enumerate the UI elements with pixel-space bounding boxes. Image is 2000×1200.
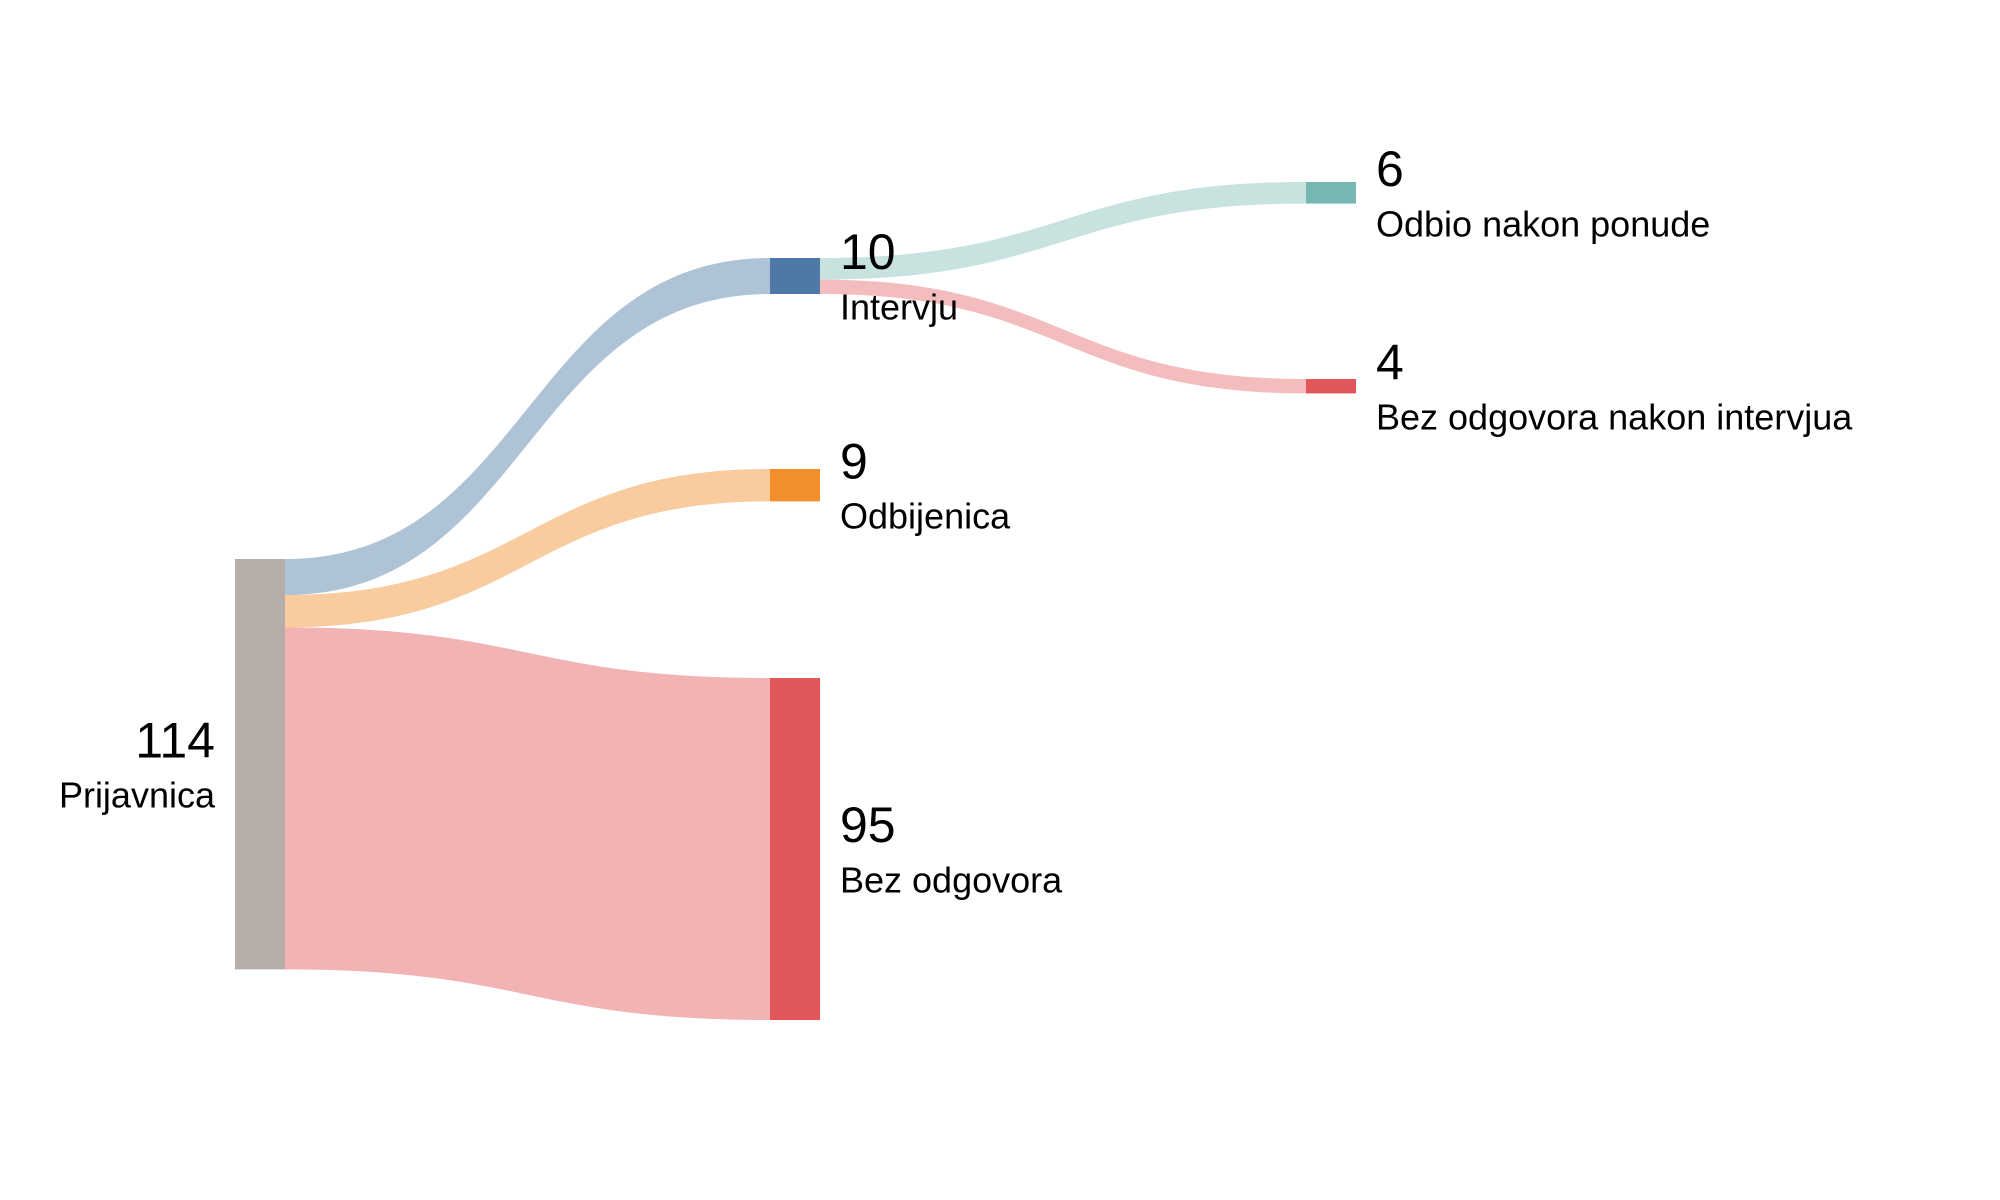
link — [285, 469, 770, 628]
node — [770, 258, 820, 294]
node — [1306, 379, 1356, 394]
node — [770, 469, 820, 502]
node-label: Odbio nakon ponude — [1376, 203, 1710, 244]
node-label: Prijavnica — [59, 775, 216, 816]
link — [285, 258, 770, 595]
node-value: 9 — [840, 433, 868, 489]
node-label: Intervju — [840, 287, 958, 328]
node — [1306, 182, 1356, 204]
node — [235, 559, 285, 970]
node — [770, 678, 820, 1020]
node-value: 6 — [1376, 141, 1404, 197]
node-value: 4 — [1376, 334, 1404, 390]
node-value: 114 — [135, 712, 215, 768]
link — [285, 627, 770, 1020]
node-value: 95 — [840, 797, 896, 853]
node-value: 10 — [840, 224, 896, 280]
node-label: Odbijenica — [840, 496, 1011, 537]
node-label: Bez odgovora nakon intervjua — [1376, 397, 1853, 438]
link — [820, 279, 1306, 394]
link — [820, 182, 1306, 280]
node-label: Bez odgovora — [840, 860, 1063, 901]
